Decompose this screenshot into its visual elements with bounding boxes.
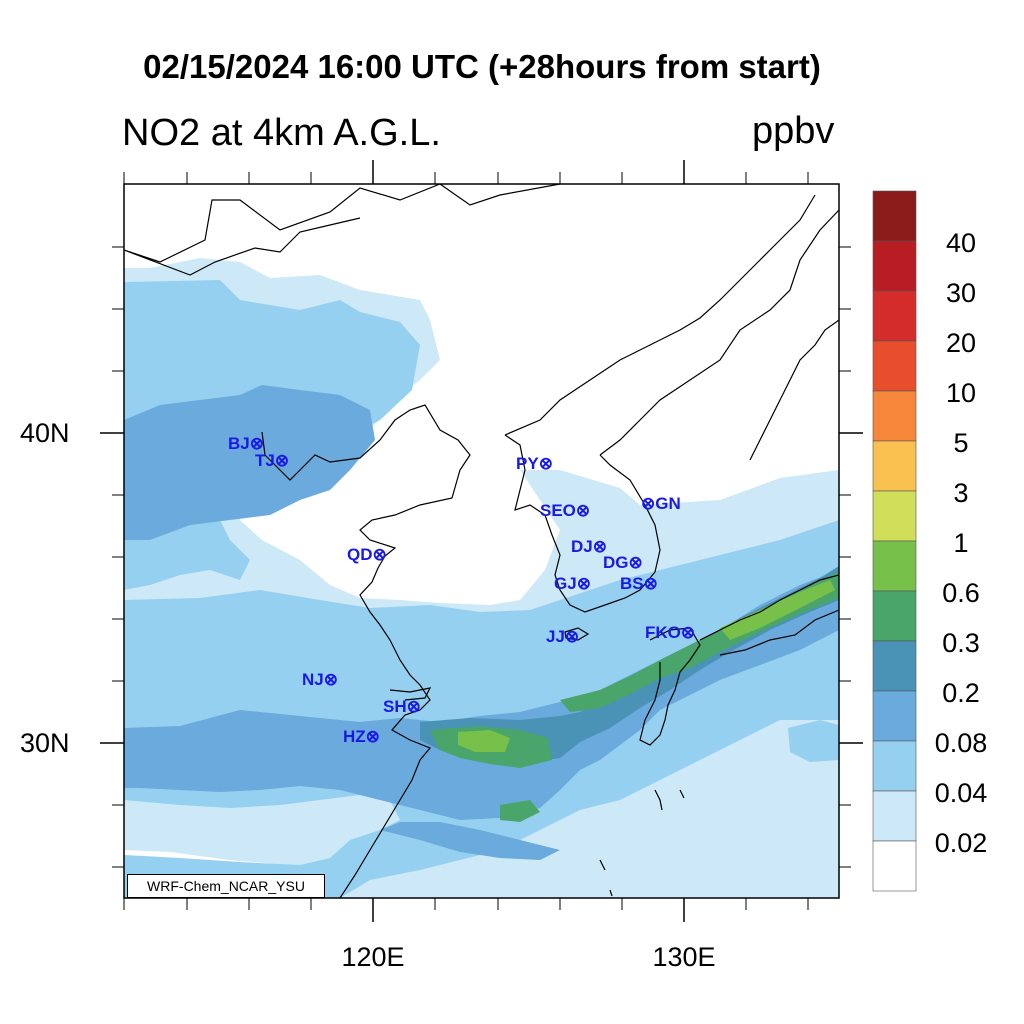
colorbar-box	[872, 290, 917, 342]
coastline-jeju	[564, 627, 590, 641]
field-0.08-0.2-west	[124, 385, 375, 540]
station-label: QD	[347, 545, 373, 564]
units-label: ppbv	[752, 110, 835, 152]
colorbar-box	[872, 840, 917, 892]
station-label: GJ	[554, 574, 577, 593]
station-jj: JJ⊗	[546, 627, 580, 646]
station-label: GN	[655, 494, 681, 513]
coastline-korea-west	[504, 434, 661, 613]
station-label: JJ	[546, 627, 565, 646]
colorbar-label-40: 40	[945, 228, 977, 258]
station-gn: ⊗GN	[641, 494, 681, 513]
station-qd: QD⊗	[347, 545, 387, 564]
colorbar-label-0.6: 0.6	[942, 578, 980, 608]
colorbar-label-20: 20	[945, 328, 977, 358]
station-label: HZ	[343, 727, 366, 746]
field-below-0.02-northwest	[124, 200, 215, 268]
coastline-korea-east-russia	[599, 209, 839, 456]
plot-title: 02/15/2024 16:00 UTC (+28hours from star…	[143, 48, 821, 85]
field-0.08-0.2-south	[380, 822, 560, 860]
colorbar-box	[872, 490, 917, 542]
colorbar-label-3: 3	[953, 478, 969, 508]
colorbar-box	[872, 740, 917, 792]
coastlines	[124, 184, 839, 898]
colorbar-label-0.02: 0.02	[934, 828, 988, 858]
coastline-sakhalin	[749, 319, 839, 461]
colorbar-box	[872, 340, 917, 392]
field-label: NO2 at 4km A.G.L.	[122, 112, 441, 154]
station-label: DG	[603, 553, 629, 572]
coastline-ryukyu-islands	[599, 789, 685, 897]
colorbar-label-0.2: 0.2	[942, 678, 980, 708]
field-0.6-1-core	[458, 730, 510, 752]
station-bj: BJ⊗	[228, 434, 264, 453]
major-ticks	[100, 160, 863, 922]
colorbar-label-0.04: 0.04	[934, 778, 988, 808]
coastline-north-china-korea	[124, 184, 561, 276]
colorbar-label-0.08: 0.08	[934, 728, 988, 758]
station-label: BS	[620, 574, 644, 593]
station-nj: NJ⊗	[302, 670, 338, 689]
station-hz: HZ⊗	[343, 727, 380, 746]
station-label: PY	[516, 454, 539, 473]
colorbar-box	[872, 190, 917, 242]
minor-ticks	[112, 172, 851, 910]
station-sh: SH⊗	[383, 697, 421, 716]
field-below-0.02-yellowsea	[350, 460, 560, 605]
station-bs: BS⊗	[620, 574, 658, 593]
station-tj: TJ⊗	[255, 451, 290, 470]
station-py: PY⊗	[516, 454, 553, 473]
colorbar-box	[872, 440, 917, 492]
station-label: FKO	[645, 623, 681, 642]
station-label: SEO	[540, 501, 576, 520]
station-fko: FKO⊗	[645, 623, 696, 642]
station-label: SH	[383, 697, 407, 716]
station-label: DJ	[571, 537, 593, 556]
colorbar-label-5: 5	[953, 428, 969, 458]
coastline-japan-kyushu	[639, 627, 701, 746]
station-label: NJ	[302, 670, 324, 689]
lon-label-120e: 120E	[341, 942, 405, 972]
station-dg: DG⊗	[603, 553, 643, 572]
colorbar-label-30: 30	[945, 278, 977, 308]
station-seo: SEO⊗	[540, 501, 591, 520]
colorbar-box	[872, 590, 917, 642]
station-label: BJ	[228, 434, 250, 453]
colorbar-box	[872, 640, 917, 692]
colorbar-label-1: 1	[953, 528, 969, 558]
colorbar	[872, 190, 917, 892]
colorbar-box	[872, 240, 917, 292]
station-label: TJ	[255, 451, 275, 470]
no2-field	[124, 184, 839, 898]
lat-label-30n: 30N	[20, 728, 70, 758]
colorbar-box	[872, 790, 917, 842]
field-0.3-0.6-south	[500, 800, 540, 822]
lat-label-40n: 40N	[20, 418, 70, 448]
coastline-japan-honshu	[699, 574, 839, 656]
map-frame	[123, 183, 840, 899]
coastline-yangtze	[389, 687, 432, 701]
station-dj: DJ⊗	[571, 537, 607, 556]
lon-label-130e: 130E	[652, 942, 716, 972]
field-0.6-1-japan	[720, 580, 835, 640]
colorbar-label-0.3: 0.3	[942, 628, 980, 658]
coastline-bohai-yellowsea	[261, 404, 471, 898]
coastline-manchuria	[504, 194, 816, 436]
colorbar-label-10: 10	[945, 378, 977, 408]
field-0.04-0.08-southeast	[788, 720, 839, 762]
colorbar-box	[872, 390, 917, 442]
model-credit: WRF-Chem_NCAR_YSU	[127, 874, 325, 898]
field-0.04-0.08-central	[124, 520, 839, 898]
field-0.08-0.2-central	[124, 570, 839, 820]
station-gj: GJ⊗	[554, 574, 591, 593]
colorbar-box	[872, 690, 917, 742]
colorbar-box	[872, 540, 917, 592]
